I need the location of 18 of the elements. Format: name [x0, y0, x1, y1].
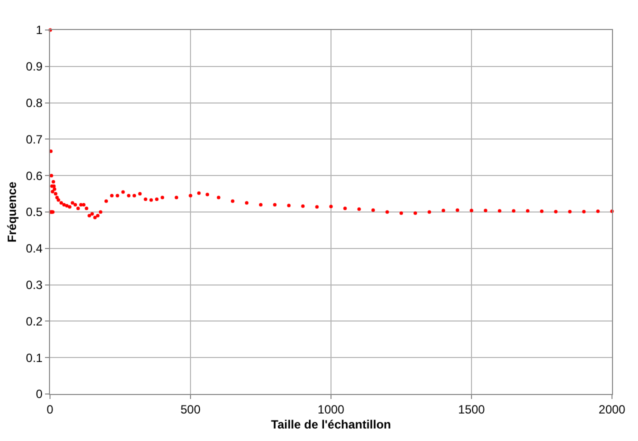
- x-tick-label: 500: [180, 402, 201, 416]
- y-tick-label: 0.1: [26, 350, 43, 365]
- y-tick-label: 0: [36, 387, 43, 402]
- x-tick-label: 1500: [458, 402, 486, 416]
- y-tick-label: 0.8: [26, 96, 43, 110]
- y-tick-label: 1: [36, 23, 43, 38]
- x-tick-label: 1000: [318, 402, 345, 416]
- y-tick-label: 0.4: [26, 242, 43, 256]
- y-tick-label: 0.6: [26, 168, 43, 183]
- y-tick-label: 0.5: [26, 205, 43, 220]
- x-tick-label: 2000: [598, 402, 626, 416]
- y-axis-title: Fréquence: [5, 181, 20, 242]
- y-tick-label: 0.9: [26, 60, 43, 74]
- x-tick-label: 0: [46, 402, 54, 416]
- y-tick-label: 0.7: [26, 132, 43, 146]
- y-tick-label: 0.3: [26, 278, 43, 292]
- y-tick-label: 0.2: [26, 314, 43, 328]
- x-axis-title: Taille de l'échantillon: [271, 417, 391, 432]
